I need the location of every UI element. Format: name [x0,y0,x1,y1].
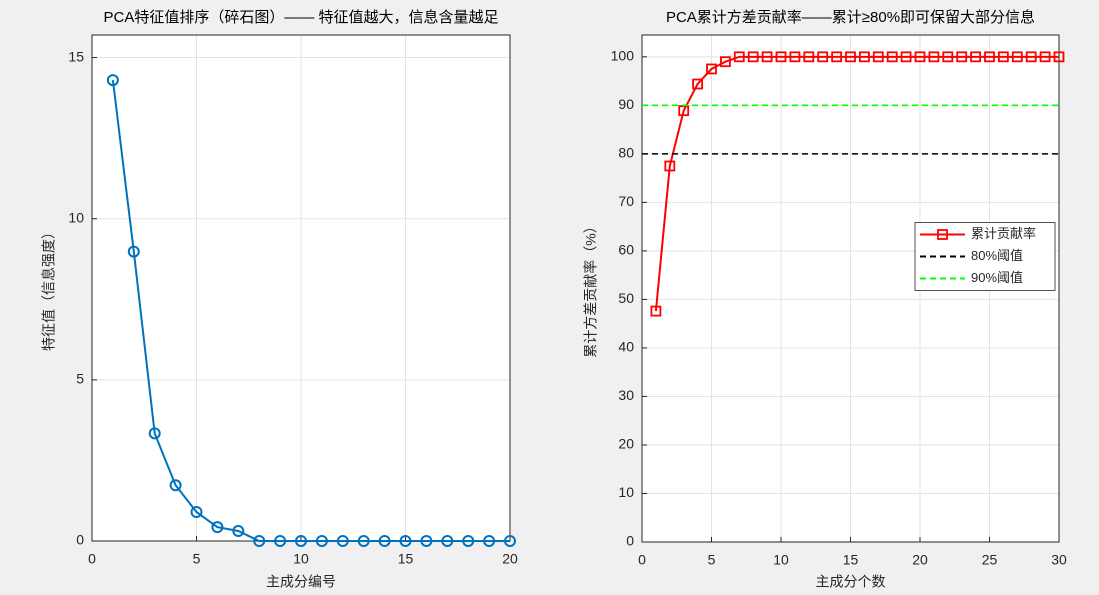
marker [886,51,898,63]
marker [928,51,940,63]
marker [650,305,662,317]
marker [733,51,745,63]
marker [295,535,307,547]
x-tick-label: 15 [843,552,859,568]
chart-title: PCA累计方差贡献率——累计≥80%即可保留大部分信息 [666,9,1035,26]
chart-title: PCA特征值排序（碎石图）—— 特征值越大，信息含量越足 [103,9,498,26]
marker [315,535,328,547]
marker [720,56,731,68]
y-tick-label: 70 [618,193,634,209]
marker [706,63,717,75]
marker [483,535,496,547]
marker [336,535,349,547]
marker [420,535,433,547]
marker [127,245,140,258]
marker [399,535,412,547]
marker [106,74,119,87]
marker [817,51,829,63]
legend-label: 累计贡献率 [971,226,1036,241]
marker [775,51,787,63]
marker [462,535,475,547]
marker [998,51,1009,63]
x-tick-label: 10 [773,552,789,568]
y-tick-label: 40 [618,339,634,355]
marker [900,51,912,63]
y-tick-label: 5 [76,371,84,387]
marker [970,51,981,63]
y-tick-label: 50 [618,290,634,306]
y-tick-label: 0 [626,533,634,549]
x-tick-label: 20 [502,551,518,567]
marker [274,535,287,547]
marker [504,535,516,547]
marker [169,479,182,492]
x-tick-label: 5 [193,551,201,567]
x-tick-label: 15 [398,551,414,567]
marker [441,535,454,547]
x-tick-label: 0 [88,551,96,567]
marker [761,51,773,63]
marker [859,51,870,63]
y-tick-label: 10 [618,484,634,500]
marker [942,51,954,63]
marker [232,525,245,538]
y-tick-label: 15 [68,48,84,64]
x-tick-label: 0 [638,552,646,568]
marker [378,535,391,547]
marker [211,521,224,534]
series-line [654,55,1059,312]
marker [664,160,676,172]
x-tick-label: 10 [293,551,309,567]
marker [914,51,926,63]
x-tick-label: 5 [708,552,716,568]
marker [1039,51,1051,63]
y-tick-label: 100 [611,48,635,64]
y-tick-label: 0 [76,532,84,548]
marker [1011,51,1023,63]
marker [357,535,370,547]
y-tick-label: 30 [618,387,634,403]
y-axis-label: 特征值（信息强度） [41,225,57,351]
marker [1025,51,1037,63]
legend-label: 80%阈值 [971,248,1023,263]
marker [803,51,815,63]
legend-label: 90%阈值 [971,270,1023,285]
marker [253,535,266,547]
marker [190,505,203,518]
marker [984,51,995,63]
legend-marker [937,229,948,240]
x-tick-label: 30 [1051,552,1067,568]
y-axis-label: 累计方差贡献率（%） [583,219,599,357]
y-tick-label: 90 [618,96,634,112]
marker [872,51,884,63]
x-axis-label: 主成分编号 [266,574,336,590]
marker [956,51,968,63]
marker [747,51,759,63]
marker [678,105,690,117]
y-tick-label: 20 [618,436,634,452]
x-tick-label: 25 [982,552,998,568]
x-tick-label: 20 [912,552,928,568]
marker [1053,51,1065,63]
marker [692,78,703,90]
y-tick-label: 10 [68,209,84,225]
marker [831,51,842,63]
y-tick-label: 60 [618,242,634,258]
marker [845,51,856,63]
y-tick-label: 80 [618,145,634,161]
marker [148,427,161,440]
axes-box [641,34,1060,543]
marker [789,51,801,63]
x-axis-label: 主成分个数 [816,574,886,590]
